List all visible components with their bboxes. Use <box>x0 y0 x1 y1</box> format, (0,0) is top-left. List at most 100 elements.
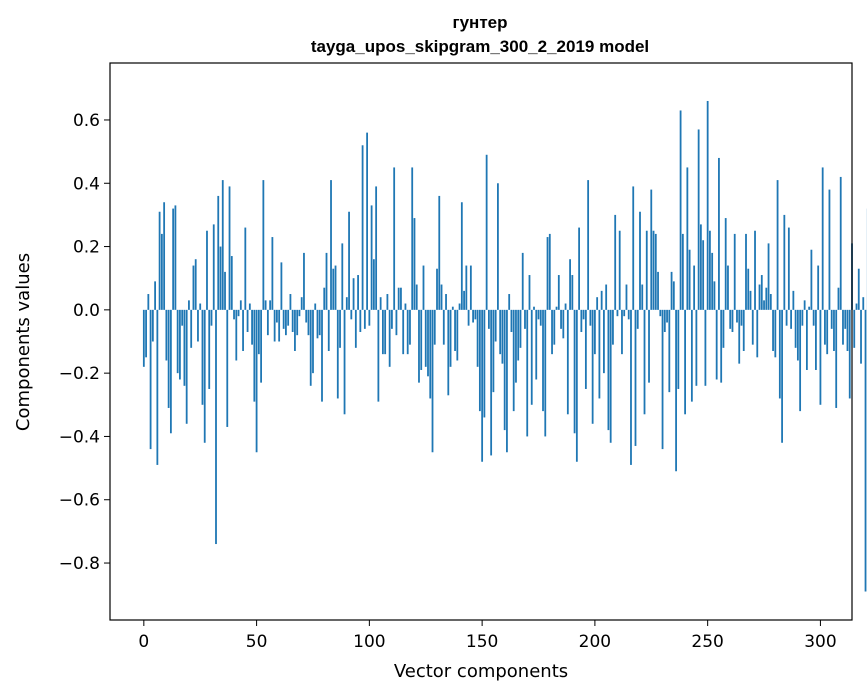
bar-60 <box>278 309 281 342</box>
bar-143 <box>465 265 468 310</box>
bar-113 <box>397 287 400 310</box>
bar-207 <box>609 309 612 443</box>
bar-47 <box>248 303 251 310</box>
bar-190 <box>571 275 574 310</box>
bar-62 <box>282 309 285 329</box>
bar-225 <box>650 189 653 310</box>
bar-152 <box>485 154 488 310</box>
bar-105 <box>379 297 382 310</box>
bar-17 <box>181 309 184 326</box>
bar-12 <box>169 309 172 434</box>
bar-92 <box>350 309 353 320</box>
bar-58 <box>273 309 276 342</box>
bar-210 <box>616 309 619 317</box>
bar-206 <box>607 309 610 431</box>
bar-43 <box>239 300 242 310</box>
bar-274 <box>760 275 763 310</box>
bar-227 <box>654 233 657 310</box>
bar-257 <box>722 309 725 348</box>
bar-156 <box>494 309 497 342</box>
bar-35 <box>221 180 224 310</box>
bar-147 <box>474 309 477 320</box>
bar-307 <box>835 309 838 408</box>
bar-249 <box>704 309 707 386</box>
x-tick-label: 0 <box>138 632 149 652</box>
bar-8 <box>160 233 163 310</box>
bar-183 <box>555 306 558 310</box>
bar-202 <box>598 309 601 399</box>
bar-276 <box>765 287 768 310</box>
bar-5 <box>154 281 156 310</box>
bar-100 <box>368 309 371 326</box>
bar-84 <box>332 268 335 310</box>
bar-136 <box>449 309 452 367</box>
bar-204 <box>603 309 605 374</box>
bar-211 <box>618 230 621 310</box>
bar-16 <box>179 309 181 380</box>
bar-110 <box>391 309 393 329</box>
bar-278 <box>769 294 772 310</box>
bar-87 <box>339 309 341 348</box>
bar-142 <box>463 290 465 310</box>
bar-165 <box>515 309 517 383</box>
bar-320 <box>864 309 867 592</box>
bar-224 <box>648 309 650 383</box>
x-tick-label: 300 <box>804 632 836 652</box>
bar-46 <box>246 309 249 332</box>
bar-23 <box>194 259 197 310</box>
bar-251 <box>709 230 711 310</box>
bar-238 <box>679 110 682 310</box>
bar-201 <box>596 297 599 310</box>
bar-22 <box>192 265 195 310</box>
bar-164 <box>512 309 515 412</box>
bar-64 <box>287 309 290 326</box>
bar-40 <box>233 309 235 320</box>
bar-31 <box>212 224 215 310</box>
bar-71 <box>303 252 305 310</box>
bar-27 <box>203 309 206 443</box>
bar-272 <box>756 309 759 358</box>
bar-215 <box>627 309 630 320</box>
bar-256 <box>720 309 723 383</box>
bar-119 <box>411 167 414 310</box>
bar-269 <box>749 290 752 310</box>
bar-38 <box>228 186 231 310</box>
bar-3 <box>149 309 152 450</box>
bar-291 <box>799 309 802 412</box>
bar-309 <box>839 176 842 310</box>
bar-80 <box>323 287 326 310</box>
bar-176 <box>539 309 542 326</box>
bar-163 <box>510 309 513 332</box>
bar-200 <box>593 309 596 355</box>
bar-53 <box>262 180 265 310</box>
bar-296 <box>810 249 813 310</box>
bar-158 <box>499 309 502 355</box>
bar-52 <box>260 309 262 383</box>
bar-263 <box>736 309 738 323</box>
bar-217 <box>632 186 635 310</box>
bar-253 <box>713 281 716 310</box>
bar-162 <box>508 294 511 310</box>
bar-153 <box>487 309 490 329</box>
bar-258 <box>724 218 727 310</box>
plot-frame <box>109 62 853 621</box>
bar-25 <box>199 303 202 310</box>
bar-18 <box>183 309 186 386</box>
bar-254 <box>715 309 718 380</box>
bar-67 <box>294 309 296 351</box>
bar-250 <box>706 100 709 310</box>
bar-170 <box>526 309 529 437</box>
bar-303 <box>826 309 829 355</box>
bar-91 <box>348 211 350 310</box>
bar-37 <box>226 309 229 427</box>
x-axis-ticks: 0 50 100 150 200 250 300 <box>138 620 837 652</box>
bar-146 <box>472 309 474 323</box>
bar-194 <box>580 309 583 332</box>
bar-160 <box>503 309 506 431</box>
bar-20 <box>188 300 190 310</box>
bar-262 <box>733 233 736 310</box>
bar-270 <box>751 309 754 345</box>
bar-108 <box>386 294 389 310</box>
bar-59 <box>275 309 278 323</box>
